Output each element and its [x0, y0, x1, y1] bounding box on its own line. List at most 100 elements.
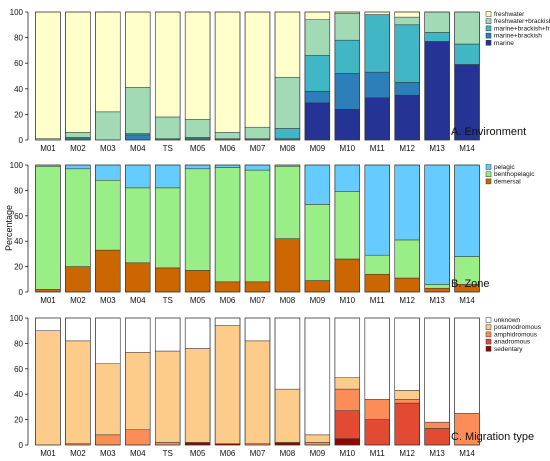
legend-swatch — [485, 317, 492, 323]
bar-outline — [154, 317, 181, 446]
bar-segment-demersal — [214, 281, 241, 293]
bar-segment-unknown — [424, 317, 450, 423]
bar-segment-marine — [304, 102, 331, 141]
bar-outline — [424, 11, 450, 141]
bar-segment-demersal — [244, 281, 271, 293]
bar-segment-benthopelagic — [95, 179, 121, 251]
y-tick-label: 60 — [14, 59, 23, 68]
x-tick-label: M01 — [40, 144, 56, 153]
bar-segment-demersal — [334, 258, 360, 293]
bar-segment-pelagic — [125, 164, 151, 189]
y-tick-label: 80 — [14, 34, 23, 43]
bar-segment-benthopelagic — [184, 168, 211, 271]
bar-segment-unknown — [95, 317, 121, 364]
bar-outline — [424, 317, 450, 446]
bar-outline — [304, 11, 331, 141]
x-tick-label: M08 — [280, 144, 296, 153]
bar-segment-potamodromous — [155, 350, 181, 443]
x-tick-label: M08 — [280, 449, 296, 458]
bar-segment-unknown — [214, 317, 241, 326]
bar-segment-demersal — [35, 289, 61, 293]
bar-segment-sedentary — [184, 442, 211, 446]
bar-segment-freshwater — [95, 11, 121, 113]
legend-swatch — [485, 178, 492, 185]
bar-segment-freshwater-brackish — [304, 19, 331, 56]
x-tick-label: M05 — [190, 296, 206, 305]
bar-segment-marine-brackish — [394, 82, 420, 96]
panel-title: C. Migration type — [451, 431, 534, 443]
legend-label: unknown — [494, 317, 520, 324]
bar-outline — [334, 11, 361, 141]
bar-segment-marine-brackish — [364, 71, 390, 99]
bar-segment-freshwater-brackish — [454, 11, 480, 45]
bar-segment-benthopelagic — [424, 284, 450, 289]
x-tick-label: M04 — [130, 144, 146, 153]
bar-segment-freshwater — [244, 11, 271, 128]
legend-swatch — [485, 32, 492, 39]
bar-outline — [65, 164, 91, 293]
legend-label: pelagic — [494, 164, 515, 171]
bar-segment-marine-brackish-freshwater — [334, 39, 360, 74]
bar-outline — [454, 164, 480, 293]
bar-outline — [184, 317, 211, 446]
bar-outline — [35, 317, 61, 446]
bar-segment-demersal — [95, 249, 121, 293]
bar-segment-unknown — [394, 317, 420, 391]
bar-segment-anadromous — [424, 428, 450, 446]
x-tick-label: M11 — [370, 449, 386, 458]
bar-segment-demersal — [65, 266, 91, 293]
bar-segment-freshwater-brackish — [214, 132, 241, 139]
bar-segment-freshwater-brackish — [424, 11, 450, 33]
bar-outline — [394, 11, 420, 141]
bar-outline — [125, 164, 151, 293]
y-tick-label: 100 — [10, 8, 24, 17]
bar-segment-unknown — [244, 317, 271, 342]
bar-outline — [125, 11, 151, 141]
x-tick-label: M11 — [370, 144, 386, 153]
x-tick-label: M09 — [310, 296, 326, 305]
bar-segment-marine-brackish — [125, 134, 151, 141]
bar-segment-benthopelagic — [304, 204, 331, 281]
bar-segment-freshwater — [125, 11, 151, 88]
bar-outline — [184, 164, 211, 293]
y-tick-label: 20 — [14, 416, 23, 425]
bar-outline — [454, 11, 480, 141]
bar-segment-benthopelagic — [364, 254, 390, 275]
bar-segment-potamodromous — [304, 434, 331, 443]
bar-segment-pelagic — [155, 164, 181, 189]
legend-swatch — [485, 25, 492, 32]
bar-outline — [304, 164, 331, 293]
bar-segment-marine-brackish-freshwater — [394, 24, 420, 83]
bar-segment-benthopelagic — [65, 168, 91, 267]
bar-outline — [274, 317, 301, 446]
x-tick-label: M03 — [100, 449, 116, 458]
x-tick-label: M10 — [340, 144, 356, 153]
bar-segment-demersal — [394, 277, 420, 293]
x-tick-label: M02 — [70, 449, 86, 458]
bar-outline — [154, 164, 181, 293]
x-tick-label: M07 — [250, 449, 266, 458]
x-tick-label: M05 — [190, 144, 206, 153]
bar-segment-freshwater-brackish — [184, 119, 211, 138]
bar-outline — [214, 11, 241, 141]
x-tick-label: M04 — [130, 449, 146, 458]
y-tick-label: 40 — [14, 390, 23, 399]
y-tick-label: 0 — [19, 441, 24, 450]
x-tick-label: M13 — [429, 296, 445, 305]
y-tick-label: 60 — [14, 212, 23, 221]
bar-segment-pelagic — [95, 164, 121, 181]
legend-label: benthopelagic — [494, 171, 535, 178]
bar-segment-demersal — [424, 287, 450, 293]
bar-segment-freshwater — [214, 11, 241, 133]
bar-segment-potamodromous — [65, 340, 91, 444]
bar-segment-benthopelagic — [214, 167, 241, 283]
x-tick-label: M03 — [100, 144, 116, 153]
bar-segment-anadromous — [364, 419, 390, 446]
legend-label: marine+brackish+freshwater — [494, 25, 550, 32]
bar-segment-potamodromous — [394, 390, 420, 400]
bar-segment-marine-brackish — [304, 91, 331, 104]
bar-outline — [394, 317, 420, 446]
bar-segment-demersal — [184, 270, 211, 293]
bar-outline — [95, 164, 121, 293]
x-tick-label: M07 — [250, 296, 266, 305]
